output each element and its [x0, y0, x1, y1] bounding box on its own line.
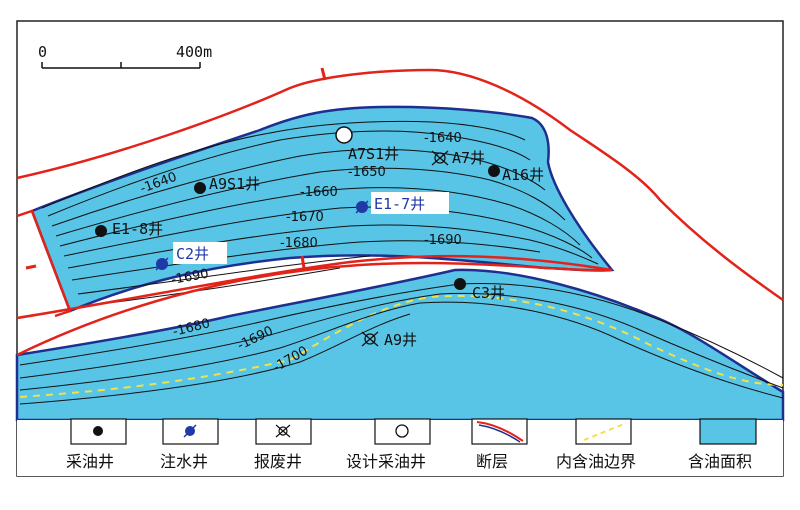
well-label-a9s1: A9S1井	[209, 175, 260, 193]
planned-well-marker	[335, 126, 353, 144]
legend-label-planned: 设计采油井	[346, 452, 426, 471]
fault-lines	[16, 68, 784, 357]
scale-label-end: 400m	[176, 43, 212, 61]
contour-lines	[41, 120, 599, 307]
contour-label: -1670	[286, 210, 324, 225]
abandoned-well-marker	[431, 150, 449, 166]
contour-label: -1660	[300, 185, 338, 200]
legend-fault-icon	[476, 421, 524, 442]
legend-label-inner-boundary: 内含油边界	[556, 452, 636, 471]
contour-label: -1640	[424, 131, 462, 146]
legend-inner-boundary-icon	[583, 423, 625, 441]
legend-abandoned-well-icon	[275, 424, 291, 438]
production-well-marker	[454, 278, 466, 290]
scale-bar	[41, 62, 201, 69]
legend-injection-arrow	[183, 424, 197, 438]
well-label-a9: A9井	[384, 331, 417, 349]
contour-label: -1650	[348, 165, 386, 180]
injection-well-arrow	[155, 257, 169, 271]
legend-label-oil-area: 含油面积	[688, 452, 752, 471]
legend-fault-icon-inner	[478, 424, 521, 443]
fault-tick-3	[25, 264, 37, 270]
well-label-c3: C3井	[472, 284, 505, 302]
production-well-marker	[488, 165, 500, 177]
inner-oil-boundary-line	[19, 294, 784, 398]
well-label-e1-7: E1-7井	[374, 195, 425, 213]
contour-label: -1680	[280, 236, 318, 251]
legend-swatch-oil-area	[699, 418, 757, 445]
contour-label: -1690	[170, 267, 210, 288]
legend-label-injection: 注水井	[160, 452, 208, 471]
legend-production-well-icon	[93, 426, 103, 436]
well-label-box	[371, 192, 449, 214]
well-label-a16: A16井	[502, 166, 544, 184]
legend-label-fault: 断层	[476, 452, 508, 471]
contour-label: -1690	[424, 233, 462, 248]
well-label-box	[173, 242, 227, 264]
abandoned-well-marker	[361, 331, 379, 347]
well-label-a7: A7井	[452, 149, 485, 167]
fault-tick-1	[320, 67, 327, 81]
production-well-marker	[95, 225, 107, 237]
production-well-marker	[194, 182, 206, 194]
contour-lines-south	[19, 283, 784, 405]
legend-label-production: 采油井	[66, 452, 114, 471]
scale-label-start: 0	[38, 43, 47, 61]
well-label-c2: C2井	[176, 245, 209, 263]
legend-planned-well-icon	[395, 424, 409, 438]
fault-tick-2	[300, 255, 306, 269]
well-label-e1-8: E1-8井	[112, 220, 163, 238]
well-label-a7s1: A7S1井	[348, 145, 399, 163]
legend-label-abandoned: 报废井	[254, 452, 302, 471]
injection-well-arrow	[355, 200, 369, 214]
legend: 采油井 注水井 报废井 设计采油井 断层 内含油边界 含油面积	[17, 418, 783, 476]
